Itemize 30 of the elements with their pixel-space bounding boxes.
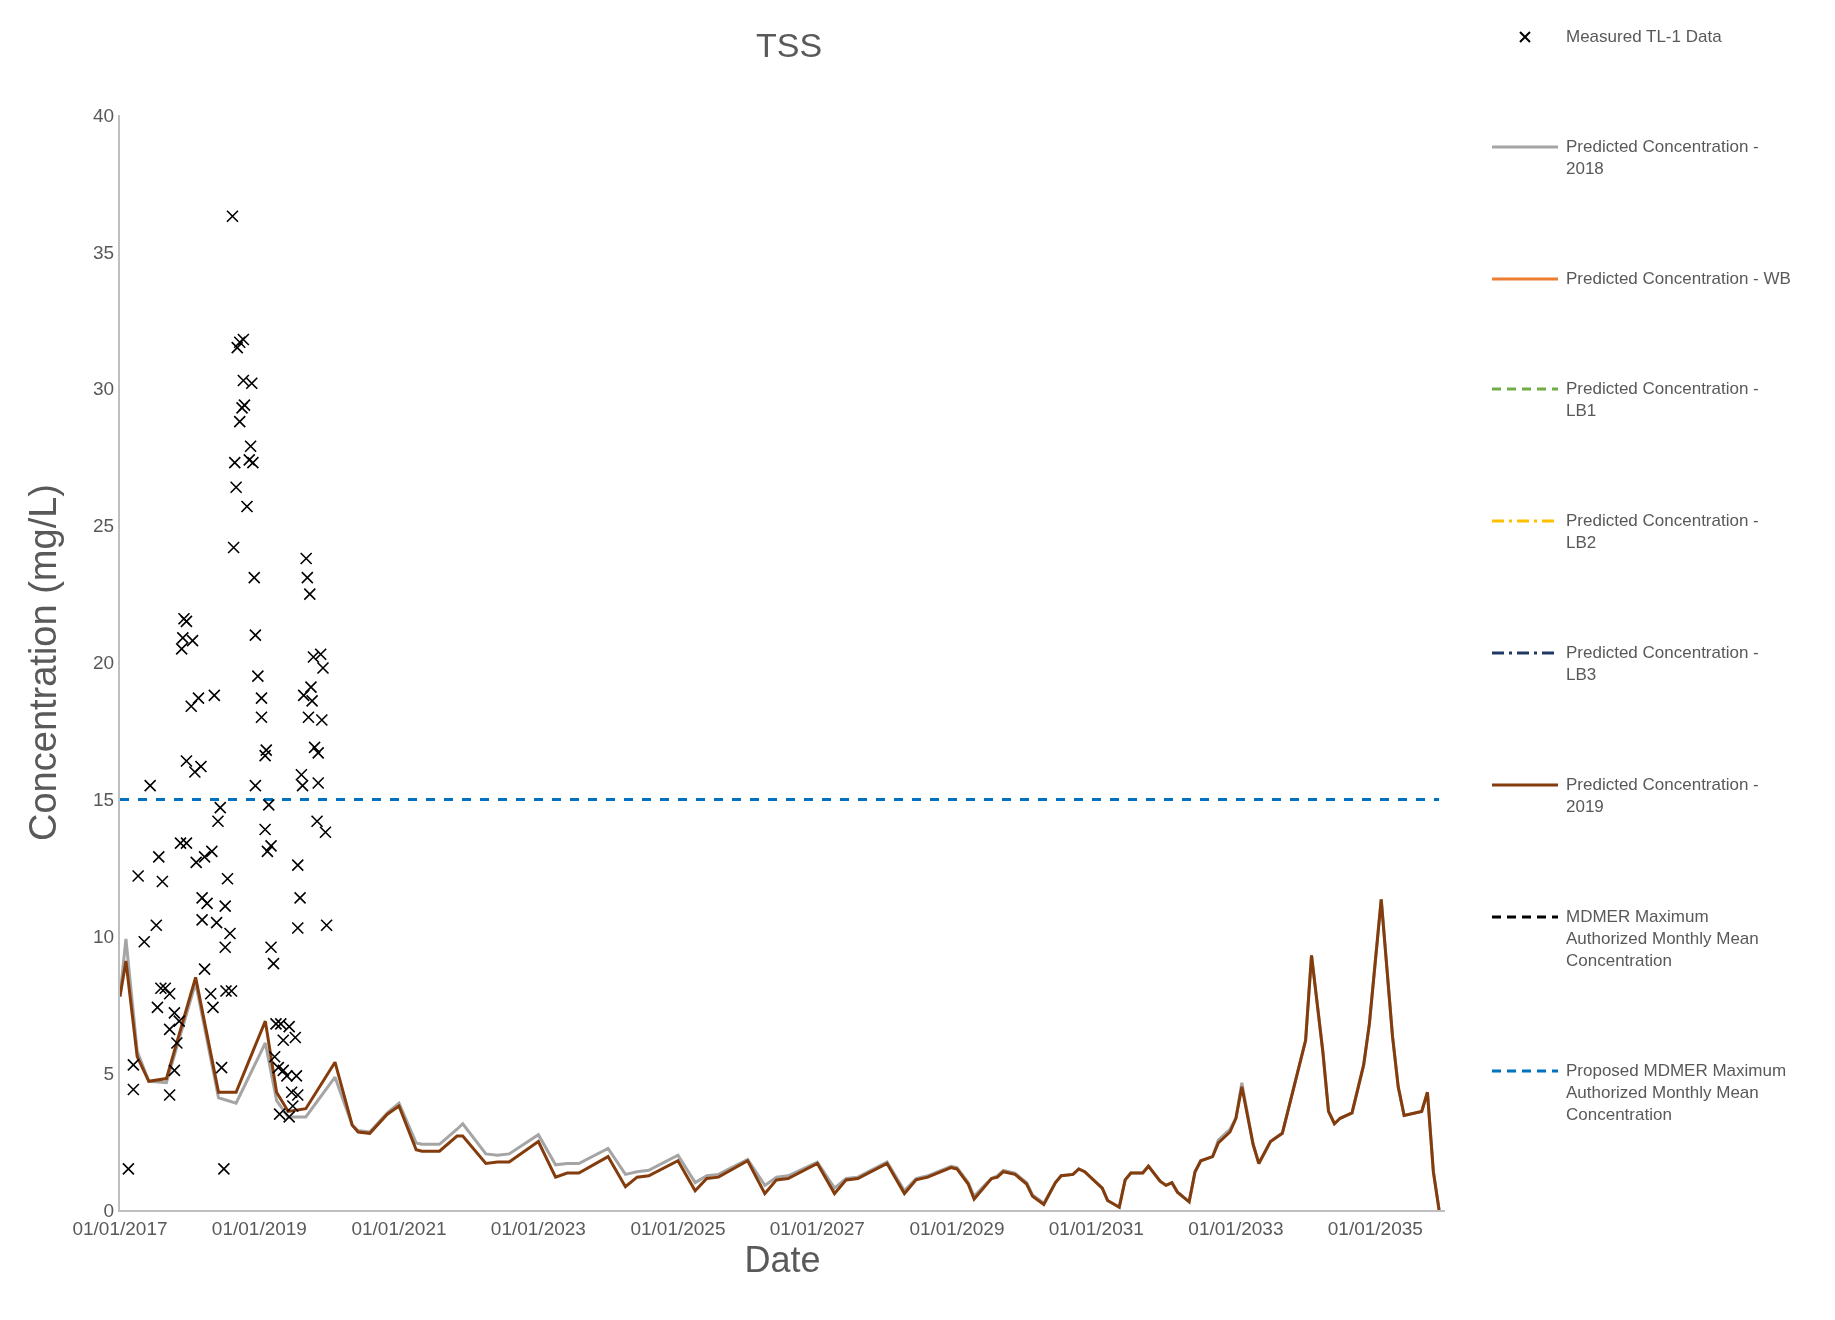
y-tick-label: 35 [93, 241, 115, 263]
x-tick-label: 01/01/2029 [909, 1217, 1005, 1239]
y-tick-label: 25 [93, 515, 115, 537]
y-axis-title: Concentration (mg/L) [21, 484, 64, 841]
y-tick-label: 15 [93, 789, 115, 811]
legend-label: Predicted Concentration - 2018 [1566, 136, 1760, 180]
y-tick-label: 10 [93, 925, 115, 947]
chart-title: TSS [755, 25, 823, 64]
x-tick-label: 01/01/2025 [630, 1217, 726, 1239]
x-tick-label: 01/01/2021 [351, 1217, 447, 1239]
legend-label: Predicted Concentration - 2019 [1566, 774, 1760, 818]
legend-label: Measured TL-1 Data [1566, 26, 1723, 48]
legend-label: Predicted Concentration - LB2 [1566, 510, 1760, 554]
x-tick-label: 01/01/2027 [769, 1217, 865, 1239]
legend-label: Predicted Concentration - LB1 [1566, 378, 1760, 422]
x-axis-title: Date [744, 1238, 821, 1280]
x-tick-label: 01/01/2023 [490, 1217, 586, 1239]
y-tick-label: 30 [93, 378, 115, 400]
x-tick-label: 01/01/2035 [1327, 1217, 1423, 1239]
y-tick-label: 5 [103, 1062, 115, 1084]
y-tick-label: 20 [93, 652, 115, 674]
line-series [120, 897, 1441, 1210]
y-tick-label: 40 [93, 104, 115, 126]
x-tick-label: 01/01/2019 [211, 1217, 307, 1239]
legend-label: MDMER Maximum Authorized Monthly Mean Concentration [1566, 906, 1760, 972]
x-tick-label: 01/01/2031 [1048, 1217, 1144, 1239]
x-tick-label: 01/01/2033 [1188, 1217, 1284, 1239]
legend-label: Predicted Concentration - WB [1566, 268, 1791, 290]
legend-label: Predicted Concentration - LB3 [1566, 642, 1760, 686]
legend-label: Proposed MDMER Maximum Authorized Monthly Mean Concentration [1566, 1060, 1788, 1126]
